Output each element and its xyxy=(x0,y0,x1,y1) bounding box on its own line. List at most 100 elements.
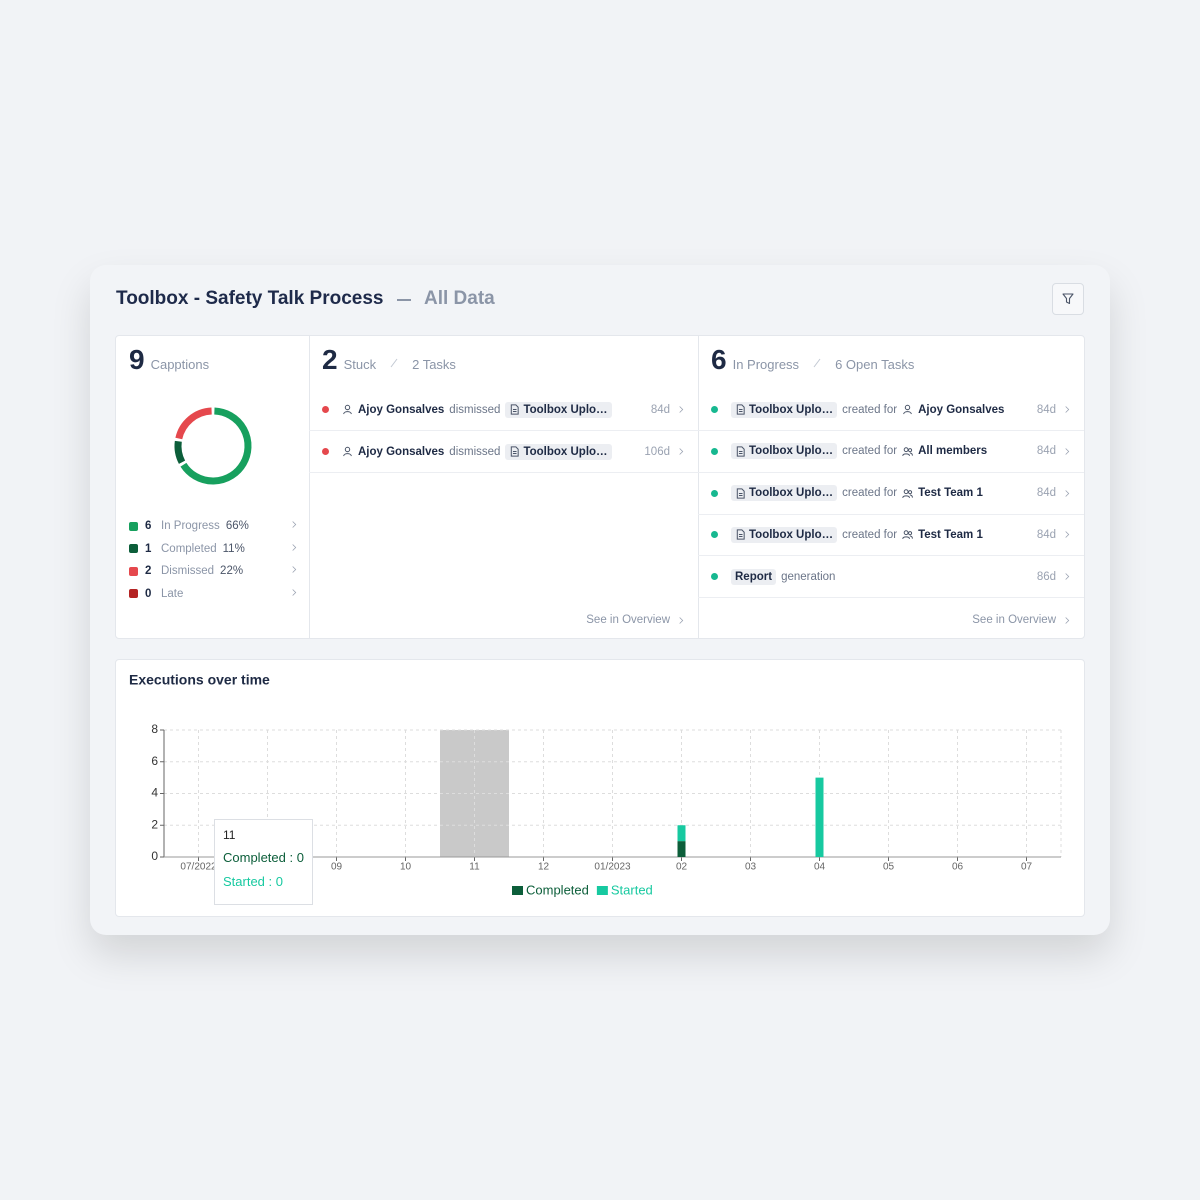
activity-row[interactable]: Toolbox Uplo… created for All members 84d xyxy=(698,431,1084,473)
person-name: Ajoy Gonsalves xyxy=(358,403,445,416)
legend-label: In Progress xyxy=(161,520,220,532)
chevron-icon xyxy=(679,616,684,624)
x-tick-label: 03 xyxy=(745,862,757,873)
person-icon xyxy=(903,404,912,415)
filter-icon xyxy=(1062,293,1074,305)
icon-part xyxy=(292,521,297,528)
panel-header: 2 Stuck 2 Tasks xyxy=(322,344,456,376)
y-tick-label: 6 xyxy=(151,754,158,768)
status-dot xyxy=(322,406,329,413)
action-text: created for xyxy=(842,445,898,458)
chip-text: Toolbox Uplo… xyxy=(749,445,834,458)
row-age: 84d xyxy=(1037,404,1072,416)
icon-part xyxy=(292,588,297,596)
age-text: 84d xyxy=(650,403,670,416)
doc-chip[interactable]: Toolbox Uplo… xyxy=(505,443,612,460)
group-icon xyxy=(902,447,914,456)
x-tick-label: 05 xyxy=(883,862,895,873)
activity-row[interactable]: Toolbox Uplo… created for Test Team 1 84d xyxy=(698,514,1084,557)
legend-row: 1 Completed 11% xyxy=(129,539,299,559)
legend-item[interactable]: Started xyxy=(596,882,653,897)
panel-count: 6 xyxy=(711,344,727,375)
legend-percent: 66% xyxy=(225,520,249,532)
chip-text: Report xyxy=(735,570,773,583)
target-name: All members xyxy=(918,445,988,458)
row-age: 86d xyxy=(1037,571,1072,583)
see-overview-link[interactable]: See in Overview xyxy=(586,614,686,626)
legend-chevron[interactable] xyxy=(291,564,299,578)
icon-part xyxy=(908,447,913,453)
legend-percent: 22% xyxy=(220,565,244,577)
panel-label: Stuck xyxy=(343,357,377,372)
legend-chevron[interactable] xyxy=(291,542,299,556)
status-dot xyxy=(711,531,718,539)
panel-sub: 2 Tasks xyxy=(412,357,456,372)
title-separator xyxy=(397,299,411,301)
legend-chevron[interactable] xyxy=(291,587,299,601)
panel-count: 2 xyxy=(322,344,338,375)
chip-text: Toolbox Uplo… xyxy=(749,403,834,416)
summary-card: 9 Capptions 6 In Progress 66% 1 Completed 11% 2 D… xyxy=(115,335,1085,639)
legend-swatch xyxy=(596,886,608,895)
target-name: Ajoy Gonsalves xyxy=(918,403,1005,416)
x-tick-label: 10 xyxy=(400,862,412,873)
row-age: 84d xyxy=(1037,445,1072,457)
donut-segment xyxy=(175,407,212,440)
age-text: 84d xyxy=(1036,445,1056,458)
activity-row[interactable]: Ajoy Gonsalves dismissed Toolbox Uplo… 106d xyxy=(309,431,698,473)
x-tick-label: 07 xyxy=(1021,862,1033,873)
icon-part xyxy=(903,411,912,415)
page-title: Toolbox - Safety Talk Process xyxy=(116,288,384,309)
legend-count: 0 xyxy=(145,587,152,600)
chip-text: Toolbox Uplo… xyxy=(523,403,608,416)
chart-card: Executions over time0246807/202208091011… xyxy=(115,659,1085,917)
legend-chevron[interactable] xyxy=(291,519,299,533)
activity-row[interactable]: Report generation 86d xyxy=(698,556,1084,599)
tooltip-title: 11 xyxy=(223,828,236,842)
doc-chip[interactable]: Report xyxy=(731,568,777,585)
see-overview-link[interactable]: See in Overview xyxy=(972,614,1072,626)
age-text: 106d xyxy=(644,445,670,458)
doc-chip[interactable]: Toolbox Uplo… xyxy=(731,526,838,543)
icon-part xyxy=(1065,616,1070,624)
doc-chip[interactable]: Toolbox Uplo… xyxy=(731,401,838,418)
legend-row: 2 Dismissed 22% xyxy=(129,561,299,581)
action-text: dismissed xyxy=(449,403,501,416)
y-tick-label: 4 xyxy=(151,786,158,800)
age-text: 86d xyxy=(1036,570,1056,583)
x-tick-label: 06 xyxy=(952,862,964,873)
icon-part xyxy=(679,616,684,624)
bar-segment xyxy=(815,777,824,857)
action-text: created for xyxy=(842,403,898,416)
donut-chart xyxy=(174,407,252,485)
icon-part xyxy=(736,404,745,415)
doc-chip[interactable]: Toolbox Uplo… xyxy=(505,401,612,418)
row-age: 84d xyxy=(651,404,686,416)
chevron-icon xyxy=(292,521,297,528)
tooltip-line: Started : 0 xyxy=(223,874,283,889)
chip-text: Toolbox Uplo… xyxy=(749,487,834,500)
activity-row[interactable]: Toolbox Uplo… created for Ajoy Gonsalves 84… xyxy=(698,389,1084,431)
icon-part xyxy=(679,406,684,413)
activity-row[interactable]: Ajoy Gonsalves dismissed Toolbox Uplo… 84d xyxy=(309,389,698,431)
x-tick-label: 11 xyxy=(469,862,480,873)
y-tick-label: 0 xyxy=(151,849,158,863)
bar-segment xyxy=(677,825,686,842)
icon-part xyxy=(902,535,914,540)
icon-part xyxy=(1065,448,1070,455)
icon-part xyxy=(902,452,914,456)
legend-percent: 11% xyxy=(222,542,245,555)
activity-row[interactable]: Toolbox Uplo… created for Test Team 1 84d xyxy=(698,473,1084,515)
filter-button[interactable] xyxy=(1052,283,1084,315)
person-icon xyxy=(343,446,352,457)
doc-chip[interactable]: Toolbox Uplo… xyxy=(731,485,838,502)
doc-chip[interactable]: Toolbox Uplo… xyxy=(731,443,838,460)
chip-text: Toolbox Uplo… xyxy=(523,445,608,458)
chevron-icon xyxy=(292,543,297,551)
age-text: 84d xyxy=(1036,487,1056,500)
chevron-icon xyxy=(1065,616,1070,624)
stuck-panel: 2 Stuck 2 Tasks Ajoy Gonsalves dismissed Tool… xyxy=(309,336,699,638)
doc-icon xyxy=(736,529,745,540)
row-age: 84d xyxy=(1037,529,1072,541)
legend-item[interactable]: Completed xyxy=(512,882,589,897)
